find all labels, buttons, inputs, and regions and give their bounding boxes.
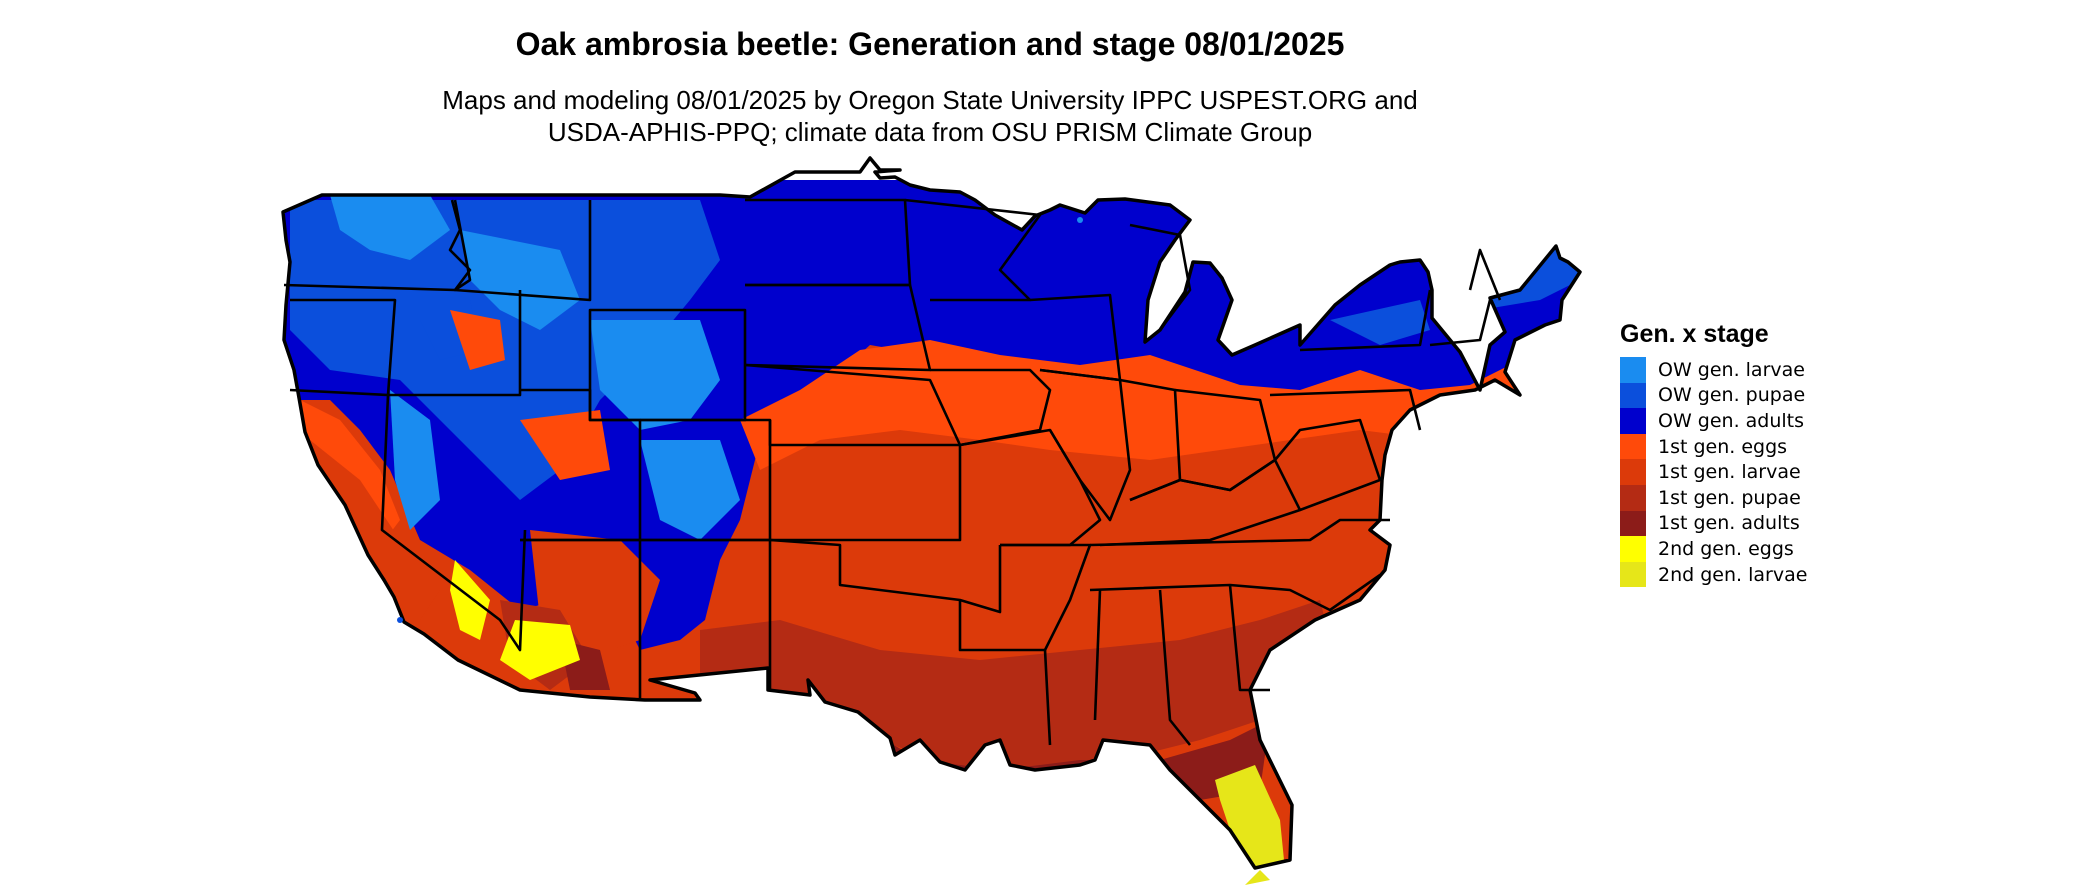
legend-label: 2nd gen. eggs [1658,537,1794,560]
border-sd [744,283,932,372]
legend-label: OW gen. adults [1658,409,1805,432]
legend-label: 1st gen. adults [1658,512,1800,535]
border-il [1039,368,1132,522]
border-tx-la [958,600,1052,746]
border-mn [904,198,1042,302]
field-ow-gen-pupae [290,200,720,500]
state-boundaries [283,198,1502,746]
border-nv-ut [388,290,522,397]
border-id-mt [453,199,592,302]
border-wv-va [1274,418,1382,512]
subtitle-line-2: USDA-APHIS-PPQ; climate data from OSU PR… [547,117,1313,147]
legend-swatch [1620,357,1646,383]
legend-item: 1st gen. adults [1620,510,1807,537]
legend-swatch [1620,433,1646,460]
legend-item: 2nd gen. eggs [1620,536,1807,562]
legend-item: OW gen. pupae [1620,382,1807,409]
legend-item: 1st gen. eggs [1620,433,1807,460]
stage-colour-fields [283,180,1580,868]
field-eggs-ut [520,410,610,480]
border-ne-states [1429,299,1492,347]
legend-swatch [1620,536,1646,562]
border-ms-al [1093,589,1102,721]
legend-swatch [1620,459,1646,485]
field-1st-gen-pupae [700,600,1330,770]
border-mi-up [1129,223,1192,331]
florida-keys [1245,870,1270,885]
legend-swatch [1620,484,1646,511]
legend-title: Gen. x stage [1620,320,1769,348]
border-nv-az [380,394,527,652]
field-ow-pupae-ne [1450,200,1580,310]
field-1st-gen-eggs [740,330,1560,470]
border-al-ga [1158,589,1192,746]
field-ow-pupae-ny [1330,300,1430,345]
legend-item: 1st gen. larvae [1620,459,1807,485]
field-eggs-id [450,310,505,370]
legend-rows: OW gen. larvae OW gen. pupae OW gen. adu… [1620,357,1808,588]
legend-swatch [1620,382,1646,409]
field-2nd-gen-eggs-ca [450,560,490,640]
border-tn-south [1089,573,1381,612]
border-ga-fl [1228,584,1270,692]
border-pa [1269,388,1422,431]
legend-label: OW gen. larvae [1658,358,1805,381]
subtitle-line-1: Maps and modeling 08/01/2025 by Oregon S… [442,85,1418,115]
isle-royale [1077,217,1083,223]
field-ow-larvae-3 [590,320,720,430]
legend-swatch [1620,408,1646,434]
channel-island [397,617,403,623]
field-2nd-gen-larvae-fl [1215,765,1285,868]
border-ny [1299,289,1432,352]
border-or-ca [289,298,397,397]
legend-item: OW gen. adults [1620,408,1807,434]
border-ok [769,538,1002,614]
border-tn [1089,518,1390,547]
legend-label: 2nd gen. larvae [1658,563,1808,586]
border-ks [770,445,962,542]
legend-label: 1st gen. larvae [1658,461,1801,484]
legend-label: 1st gen. pupae [1658,486,1801,509]
legend-item: OW gen. larvae [1620,357,1807,383]
us-outline [281,156,1582,870]
legend-swatch [1620,510,1646,537]
map-subtitle: Maps and modeling 08/01/2025 by Oregon S… [0,84,1860,148]
legend-item: 1st gen. pupae [1620,484,1807,511]
border-vt-nh [1468,248,1502,301]
map-title: Oak ambrosia beetle: Generation and stag… [515,26,1345,62]
field-larvae-ca [310,440,440,620]
border-ar [1000,543,1092,651]
legend-item: 2nd gen. larvae [1620,561,1808,588]
field-ow-larvae-5 [390,390,440,530]
legend-label: 1st gen. eggs [1658,435,1788,458]
legend-swatch [1620,561,1646,588]
legend-label: OW gen. pupae [1658,384,1806,407]
field-ow-larvae-4 [640,440,740,540]
legend: Gen. x stage OW gen. larvae OW gen. pupa… [1620,320,1808,588]
field-ow-larvae-2 [460,230,580,330]
field-2nd-gen-larvae-tx [815,745,890,860]
field-ow-larvae-1 [330,195,450,260]
